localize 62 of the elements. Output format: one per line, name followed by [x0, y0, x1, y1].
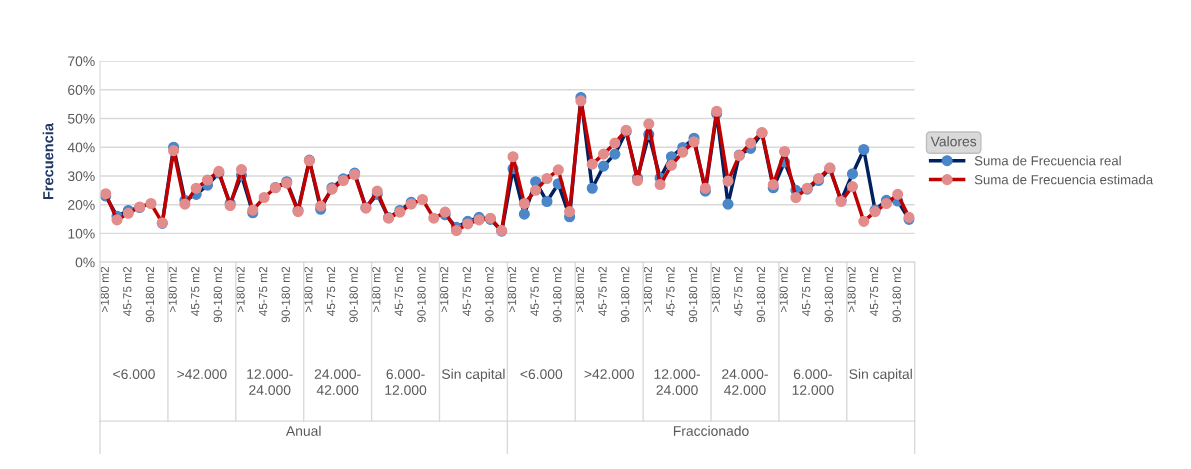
- x-tick-label: 45-75 m2: [123, 266, 132, 316]
- x-tick-label: 90-180 m2: [688, 266, 698, 323]
- y-tick-label: 70%: [68, 56, 95, 67]
- x-tick-label: 45-75 m2: [326, 266, 336, 316]
- x-tick-label: 45-75 m2: [191, 266, 200, 316]
- x-tick-label: >180 m2: [575, 266, 585, 313]
- y-tick-label: 0%: [75, 257, 95, 268]
- x-tick-label: >180 m2: [372, 266, 381, 313]
- x-tick-label: 90-180 m2: [485, 266, 494, 323]
- x-tick-label: 90-180 m2: [145, 266, 155, 323]
- x-tick-label: 45-75 m2: [394, 266, 404, 316]
- text: Sin capital: [442, 368, 505, 382]
- legend-title: Valores: [930, 136, 977, 147]
- x-tick-label: 45-75 m2: [802, 266, 811, 316]
- x-tick-label: 45-75 m2: [530, 266, 539, 316]
- text: >42.000: [177, 369, 227, 380]
- y-tick-label: 50%: [67, 113, 95, 124]
- y-tick-label: 60%: [68, 85, 95, 95]
- x-tick-label: >180 m2: [779, 266, 788, 313]
- y-tick-label: 40%: [67, 142, 95, 153]
- x-tick-label: 90-180 m2: [417, 266, 426, 323]
- legend-label: Suma de Frecuencia real: [974, 155, 1121, 166]
- x-tick-label: 90-180 m2: [824, 266, 833, 323]
- text: <6.000: [520, 369, 563, 380]
- x-tick-label: 90-180 m2: [213, 266, 223, 323]
- x-tick-label: >180 m2: [236, 266, 245, 313]
- x-tick-label: >180 m2: [304, 266, 313, 313]
- x-tick-label: 90-180 m2: [620, 266, 630, 323]
- x-tick-label: 45-75 m2: [598, 266, 607, 316]
- x-tick-label: >180 m2: [711, 266, 720, 313]
- x-tick-label: 90-180 m2: [756, 266, 766, 323]
- text: 12.000-24.000: [247, 369, 293, 395]
- x-tick-label: 90-180 m2: [553, 266, 562, 323]
- x-tick-label: 45-75 m2: [734, 266, 743, 316]
- x-tick-label: >180 m2: [643, 266, 652, 313]
- y-axis-title: Frecuencia: [42, 122, 54, 200]
- text: Anual: [285, 425, 321, 436]
- x-tick-label: >180 m2: [168, 266, 177, 313]
- y-tick-label: 30%: [67, 171, 95, 182]
- text: <6.000: [113, 369, 155, 380]
- text: Fraccionado: [673, 425, 749, 436]
- text: >42.000: [584, 369, 634, 380]
- x-tick-label: >180 m2: [439, 266, 449, 313]
- x-tick-label: 90-180 m2: [281, 266, 290, 323]
- x-tick-label: >180 m2: [507, 266, 517, 313]
- text: 6.000-12.000: [792, 369, 834, 395]
- x-tick-label: 45-75 m2: [462, 266, 471, 316]
- x-tick-label: 45-75 m2: [258, 266, 268, 316]
- y-tick-label: 10%: [68, 228, 95, 239]
- text: 24.000-42.000: [314, 369, 361, 395]
- x-tick-label: 90-180 m2: [892, 266, 901, 323]
- x-tick-label: >180 m2: [847, 266, 856, 313]
- text: 24.000-42.000: [722, 369, 768, 395]
- x-tick-label: 90-180 m2: [349, 266, 358, 323]
- x-tick-label: 45-75 m2: [869, 266, 879, 316]
- y-tick-label: 20%: [68, 200, 95, 210]
- text: 6.000-12.000: [385, 369, 427, 395]
- text: 12.000-24.000: [654, 369, 701, 395]
- legend-label: Suma de Frecuencia estimada: [974, 174, 1154, 185]
- x-tick-label: 45-75 m2: [666, 266, 675, 316]
- text: Sin capital: [849, 368, 912, 382]
- x-tick-label: >180 m2: [100, 266, 109, 313]
